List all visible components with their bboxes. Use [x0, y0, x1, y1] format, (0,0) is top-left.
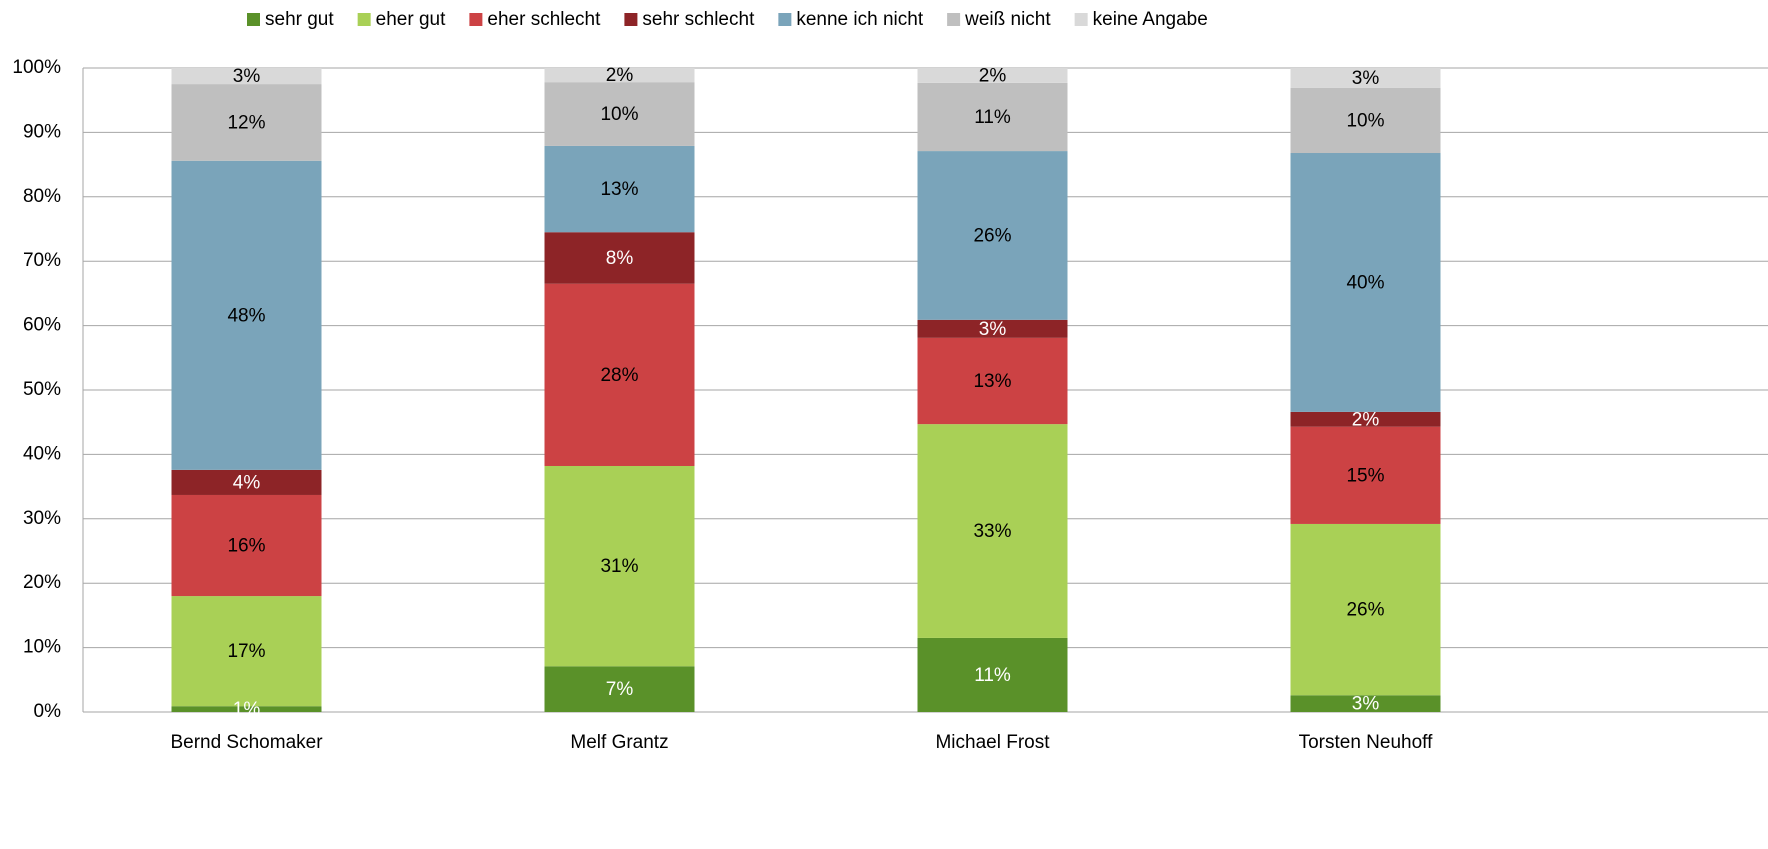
y-tick-label: 20%: [23, 572, 61, 593]
legend-label: keine Angabe: [1093, 9, 1208, 30]
legend-label: eher gut: [376, 9, 446, 30]
bar-segment: [544, 145, 695, 233]
data-label: 10%: [1346, 111, 1384, 132]
bar-segment: [171, 494, 322, 597]
x-tick-label: Michael Frost: [935, 732, 1050, 753]
data-label: 2%: [606, 65, 634, 86]
data-label: 3%: [233, 66, 261, 87]
bar-segment: [1290, 153, 1441, 412]
bar-segment: [1290, 695, 1441, 712]
y-tick-label: 60%: [23, 315, 61, 336]
bar-segment: [1290, 411, 1441, 427]
bar-segment: [171, 68, 322, 85]
data-label: 48%: [227, 305, 265, 326]
data-label: 10%: [600, 104, 638, 125]
legend-label: weiß nicht: [964, 9, 1051, 30]
bar-segment: [917, 151, 1068, 320]
data-label: 28%: [600, 365, 638, 386]
data-label: 26%: [973, 225, 1011, 246]
bar-segment: [917, 424, 1068, 638]
bar-segment: [544, 465, 695, 667]
data-label: 13%: [973, 371, 1011, 392]
bar-segment: [171, 469, 322, 495]
legend-swatch: [247, 13, 260, 26]
bar-segment: [171, 160, 322, 470]
data-label: 2%: [979, 65, 1007, 86]
legend-swatch: [624, 13, 638, 26]
bar-segment: [544, 68, 695, 83]
legend-label: kenne ich nicht: [796, 9, 923, 30]
x-tick-label: Bernd Schomaker: [170, 732, 323, 753]
bar-segment: [1290, 523, 1441, 696]
data-label: 31%: [600, 556, 638, 577]
legend-label: sehr schlecht: [642, 9, 755, 30]
bar-segment: [917, 637, 1068, 712]
data-label: 15%: [1346, 465, 1384, 486]
data-label: 8%: [606, 248, 634, 269]
data-label: 11%: [974, 665, 1011, 686]
x-tick-label: Melf Grantz: [570, 732, 668, 753]
bar-segment: [171, 596, 322, 707]
data-label: 2%: [1352, 409, 1380, 430]
data-label: 7%: [606, 679, 634, 700]
bar-segment: [917, 337, 1068, 425]
bar-segment: [1290, 426, 1441, 524]
bar-segment: [544, 283, 695, 466]
data-label: 16%: [227, 536, 265, 557]
data-label: 3%: [979, 319, 1007, 340]
data-label: 40%: [1346, 272, 1384, 293]
y-tick-label: 30%: [23, 508, 61, 529]
y-tick-label: 100%: [12, 57, 61, 78]
x-tick-label: Torsten Neuhoff: [1299, 732, 1434, 753]
bar-segment: [544, 666, 695, 712]
data-label: 33%: [973, 521, 1011, 542]
legend-swatch: [1074, 13, 1088, 26]
y-tick-label: 40%: [23, 443, 61, 464]
bar-segment: [171, 706, 322, 712]
data-label: 26%: [1346, 600, 1384, 621]
bar-segment: [1290, 68, 1441, 88]
bar-segment: [171, 84, 322, 161]
data-label: 3%: [1352, 68, 1380, 89]
legend-swatch: [778, 13, 792, 26]
data-label: 11%: [974, 107, 1011, 128]
legend-swatch: [947, 13, 961, 26]
legend-swatch: [357, 13, 371, 26]
bar-segment: [544, 82, 695, 146]
y-tick-label: 70%: [23, 250, 61, 271]
legend-label: eher schlecht: [487, 9, 601, 30]
data-label: 1%: [233, 699, 261, 720]
legend-swatch: [469, 13, 483, 26]
y-tick-label: 80%: [23, 186, 61, 207]
legend-label: sehr gut: [265, 9, 334, 30]
bar-segment: [917, 68, 1068, 83]
bar-segment: [544, 232, 695, 284]
data-label: 17%: [227, 641, 265, 662]
y-tick-label: 90%: [23, 121, 61, 142]
data-label: 12%: [227, 112, 265, 133]
data-label: 13%: [600, 179, 638, 200]
y-tick-label: 0%: [34, 701, 62, 722]
y-tick-label: 10%: [23, 637, 61, 658]
bar-segment: [917, 319, 1068, 338]
data-label: 3%: [1352, 694, 1380, 715]
data-label: 4%: [233, 472, 261, 493]
bar-segment: [917, 82, 1068, 152]
y-tick-label: 50%: [23, 379, 61, 400]
bar-segment: [1290, 87, 1441, 154]
